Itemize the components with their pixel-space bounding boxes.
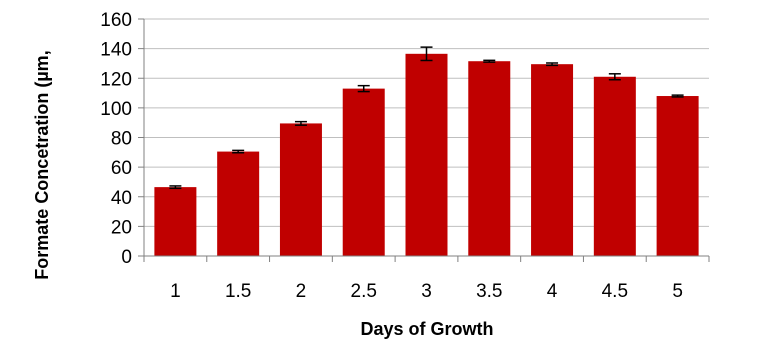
y-axis-title: Formate Concetration (µm, xyxy=(32,50,52,279)
bar-1 xyxy=(154,187,197,256)
bar-4 xyxy=(531,64,574,256)
error-bar-2.5 xyxy=(357,84,370,93)
bar-3.5 xyxy=(468,61,511,257)
x-tick-label: 3 xyxy=(421,281,432,302)
error-bar-4.5 xyxy=(608,73,621,81)
x-axis-title: Days of Growth xyxy=(360,319,493,339)
bar-5 xyxy=(656,96,699,257)
y-tick-label: 40 xyxy=(111,188,132,209)
bar-4.5 xyxy=(593,76,636,256)
y-tick-label: 20 xyxy=(111,217,132,238)
x-tick-label: 3.5 xyxy=(476,281,502,302)
x-tick-labels: 1 1.5 2 2.5 3 3.5 4 4.5 5 xyxy=(170,281,683,302)
y-tick-label: 0 xyxy=(121,247,132,268)
error-bar-1.5 xyxy=(232,149,245,154)
error-bar-3.5 xyxy=(483,59,496,63)
y-tick-label: 120 xyxy=(100,69,132,90)
axes xyxy=(138,18,710,262)
bars xyxy=(154,53,699,257)
x-tick-label: 4 xyxy=(547,281,558,302)
x-tick-label: 1.5 xyxy=(225,281,251,302)
error-bar-3 xyxy=(420,46,433,62)
x-tick-label: 2 xyxy=(296,281,307,302)
bar-2 xyxy=(279,123,322,256)
x-tick-label: 4.5 xyxy=(602,281,628,302)
error-bar-1 xyxy=(169,185,182,190)
x-tick-label: 5 xyxy=(672,281,683,302)
bar-1.5 xyxy=(217,151,260,256)
y-tick-labels: 0 20 40 60 80 100 120 140 160 xyxy=(100,10,132,268)
bar-2.5 xyxy=(342,88,385,257)
x-tick-label: 2.5 xyxy=(351,281,377,302)
y-tick-label: 140 xyxy=(100,40,132,61)
error-bar-4 xyxy=(546,62,559,67)
error-bars xyxy=(169,46,684,190)
y-tick-label: 100 xyxy=(100,99,132,120)
y-tick-label: 60 xyxy=(111,158,132,179)
error-bar-5 xyxy=(671,94,684,98)
x-tick-label: 1 xyxy=(170,281,181,302)
y-tick-label: 80 xyxy=(111,129,132,150)
y-tick-label: 160 xyxy=(100,10,132,31)
bar-3 xyxy=(405,53,448,257)
error-bar-2 xyxy=(294,120,307,126)
